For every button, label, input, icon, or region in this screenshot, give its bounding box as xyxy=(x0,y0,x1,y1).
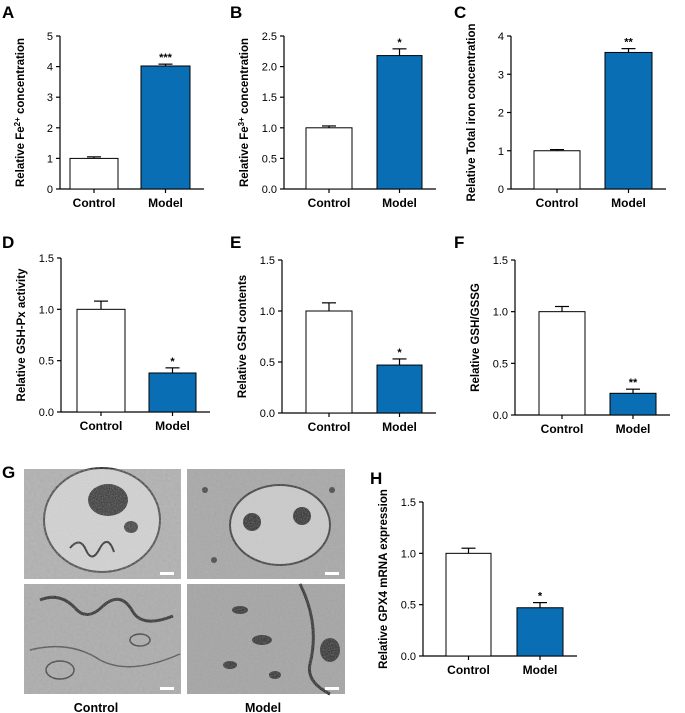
y-axis-label: Relative GPX4 mRNA expression xyxy=(378,489,390,669)
y-tick-label: 4 xyxy=(47,62,53,74)
significance-label: * xyxy=(170,356,175,368)
category-label: Model xyxy=(382,420,417,434)
y-axis-label: Relative GSH/GSSG xyxy=(470,283,482,392)
bar-control xyxy=(69,157,119,190)
y-tick-label: 2.0 xyxy=(262,62,277,74)
panel-f-chart: F 0.0 0.5 1.0 1.5 Control Model ** Relative GSH/… xyxy=(454,233,670,436)
y-tick-label: 0.0 xyxy=(260,408,275,420)
category-label: Control xyxy=(308,420,351,434)
em-image-model-bottom xyxy=(187,583,345,696)
category-label: Control xyxy=(80,419,123,433)
y-tick-label: 1.5 xyxy=(401,497,416,509)
y-axis-label: Relative GSH contents xyxy=(237,275,249,398)
y-tick-label: 1.0 xyxy=(260,306,275,318)
category-label: Model xyxy=(611,196,646,210)
y-tick-label: 1.5 xyxy=(493,255,508,267)
y-tick-label: 0.0 xyxy=(401,651,416,663)
panel-letter-e: E xyxy=(230,233,241,252)
y-tick-label: 1.0 xyxy=(262,123,277,135)
em-caption-control: Control xyxy=(74,701,118,713)
panel-g-em-images: G xyxy=(2,463,345,713)
bar-control xyxy=(533,150,581,190)
category-label: Model xyxy=(523,663,558,677)
y-tick-label: 0.5 xyxy=(493,358,508,370)
significance-label: *** xyxy=(159,52,173,64)
significance-label: * xyxy=(397,347,402,359)
panel-letter-b: B xyxy=(230,3,242,22)
y-tick-label: 1 xyxy=(47,153,53,165)
y-tick-label: 0 xyxy=(47,184,53,196)
y-tick-label: 1.0 xyxy=(493,307,508,319)
panel-letter-d: D xyxy=(2,233,14,252)
y-axis-label: Relative Total iron concentration xyxy=(466,23,478,201)
category-label: Control xyxy=(541,422,584,436)
y-tick-label: 1.0 xyxy=(39,304,54,316)
y-tick-label: 2.5 xyxy=(262,31,277,43)
y-tick-label: 0.5 xyxy=(401,600,416,612)
bar-model xyxy=(140,65,191,190)
bar-model xyxy=(609,392,657,416)
category-label: Model xyxy=(148,196,183,210)
y-tick-label: 0.0 xyxy=(262,184,277,196)
y-tick-label: 1 xyxy=(498,146,504,158)
y-tick-label: 4 xyxy=(498,31,504,43)
y-tick-label: 0.0 xyxy=(493,410,508,422)
bar-model xyxy=(376,364,423,414)
y-axis-label: Relative Fe3+ concentration xyxy=(237,38,251,187)
y-tick-label: 5 xyxy=(47,31,53,43)
significance-label: * xyxy=(397,37,402,49)
category-label: Control xyxy=(536,196,579,210)
em-image-control-bottom xyxy=(24,584,181,694)
y-tick-label: 3 xyxy=(47,92,53,104)
significance-label: * xyxy=(538,591,543,603)
bar-control xyxy=(76,308,126,413)
panel-letter-h: H xyxy=(370,469,382,488)
y-tick-label: 2 xyxy=(498,108,504,120)
bar-model xyxy=(376,55,423,190)
bar-model xyxy=(604,51,653,190)
bar-control xyxy=(445,552,492,657)
panel-c-chart: C 0 1 2 3 4 Control Model ** Relative Total iron … xyxy=(454,3,666,210)
panel-letter-a: A xyxy=(2,3,14,22)
y-tick-label: 0 xyxy=(498,184,504,196)
y-tick-label: 0.0 xyxy=(39,407,54,419)
category-label: Model xyxy=(616,422,651,436)
panel-e-chart: E 0.0 0.5 1.0 1.5 Control Model * Relative GSH c… xyxy=(230,233,436,434)
panel-letter-c: C xyxy=(454,3,466,22)
panel-d-chart: D 0.0 0.5 1.0 1.5 Control Model * Relative GSH-P… xyxy=(2,233,210,433)
em-image-model-top xyxy=(187,469,345,579)
bar-model xyxy=(516,607,564,657)
panel-letter-g: G xyxy=(2,463,15,482)
em-image-control-top xyxy=(24,467,181,579)
panel-letter-f: F xyxy=(454,233,464,252)
y-tick-label: 1.5 xyxy=(260,255,275,267)
y-tick-label: 0.5 xyxy=(260,357,275,369)
y-axis-label: Relative Fe2+ concentration xyxy=(13,38,27,187)
y-axis-label: Relative GSH-Px activity xyxy=(16,268,28,402)
em-caption-model: Model xyxy=(245,701,281,713)
bar-model xyxy=(148,372,197,413)
panel-a-chart: A 0 1 2 3 4 5 Control Model *** Relative Fe2+ conc… xyxy=(2,3,204,210)
category-label: Model xyxy=(155,419,190,433)
y-tick-label: 1.5 xyxy=(39,253,54,265)
y-tick-label: 0.5 xyxy=(262,153,277,165)
y-tick-label: 1.0 xyxy=(401,548,416,560)
bar-control xyxy=(305,127,353,190)
y-tick-label: 0.5 xyxy=(39,356,54,368)
category-label: Control xyxy=(73,196,116,210)
panel-h-chart: H 0.0 0.5 1.0 1.5 Control Model * Relative GPX4 … xyxy=(370,469,577,677)
bar-control xyxy=(538,311,586,416)
category-label: Control xyxy=(447,663,490,677)
category-label: Model xyxy=(382,196,417,210)
bar-control xyxy=(305,310,353,414)
y-tick-label: 3 xyxy=(498,69,504,81)
y-tick-label: 2 xyxy=(47,123,53,135)
y-tick-label: 1.5 xyxy=(262,92,277,104)
panel-b-chart: B 0.0 0.5 1.0 1.5 2.0 2.5 Control Model * Relative… xyxy=(230,3,436,210)
significance-label: ** xyxy=(629,377,638,389)
category-label: Control xyxy=(308,196,351,210)
significance-label: ** xyxy=(624,37,633,49)
